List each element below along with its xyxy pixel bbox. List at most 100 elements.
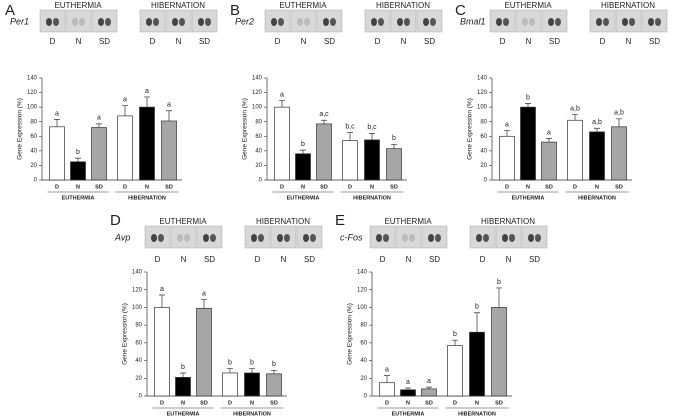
blot-spot [304, 18, 310, 26]
error-bar [180, 372, 186, 378]
significance-label: b [272, 361, 276, 368]
bar [222, 372, 238, 397]
blot-frame [489, 9, 516, 33]
blot-spot [496, 18, 502, 26]
blot-label: N [76, 37, 82, 46]
x-tick-label: SD [545, 184, 553, 190]
blot-frame [264, 9, 291, 33]
error-bar [616, 118, 622, 127]
x-tick-label: N [76, 184, 80, 190]
blot-spot [383, 234, 389, 242]
blot-label: N [176, 37, 182, 46]
error-bar [594, 127, 600, 132]
group-label: EUTHERMIA [167, 411, 200, 417]
bar [196, 307, 212, 397]
blot-frame [244, 225, 271, 249]
error-bar [384, 375, 390, 383]
blot-spot [603, 18, 609, 26]
blot-frame [469, 225, 496, 249]
error-bar [405, 387, 411, 390]
bar [70, 161, 86, 181]
significance-label: b [453, 331, 457, 338]
error-bar [321, 119, 327, 124]
bar [447, 345, 463, 397]
x-tick-label: SD [95, 184, 103, 190]
blot-label: D [50, 37, 56, 46]
panel-letter: E [335, 212, 345, 229]
y-tick-label: 80 [480, 119, 487, 125]
panel-letter: B [230, 2, 240, 19]
blot-spot [402, 234, 408, 242]
significance-label: a [505, 121, 509, 128]
blot-spot [105, 18, 111, 26]
significance-label: a [280, 91, 284, 98]
blot-spot [376, 234, 382, 242]
blot-label: N [526, 37, 532, 46]
y-tick-label: 20 [255, 163, 262, 169]
blot-label: N [181, 255, 187, 264]
y-tick-label: 140 [252, 76, 263, 82]
bar [154, 307, 170, 397]
error-bar [249, 368, 255, 373]
y-tick-label: 140 [132, 270, 143, 276]
error-bar [452, 339, 458, 346]
significance-label: b [228, 359, 232, 366]
significance-label: a [547, 129, 551, 136]
significance-label: b [181, 364, 185, 371]
significance-label: a [167, 102, 171, 109]
group-label: HIBERNATION [128, 195, 166, 201]
y-tick-label: 120 [132, 287, 143, 293]
x-tick-label: N [406, 400, 410, 406]
error-bar [546, 138, 552, 143]
y-tick-label: 0 [34, 178, 38, 184]
significance-label: a [160, 286, 164, 293]
blot-frame [416, 9, 443, 33]
panel-letter: D [110, 212, 121, 229]
y-tick-label: 20 [30, 163, 37, 169]
blot-spot [428, 234, 434, 242]
gene-name: Per1 [10, 16, 29, 26]
bar [379, 382, 395, 397]
blot-label: N [506, 255, 512, 264]
error-bar [159, 294, 165, 308]
blot-frame [641, 9, 668, 33]
blot-header: EUTHERMIA [504, 1, 552, 10]
error-bar [166, 110, 172, 121]
error-bar [279, 100, 285, 108]
blot-spot [258, 234, 264, 242]
blot-header: HIBERNATION [256, 217, 310, 226]
blot-label: D [375, 37, 381, 46]
y-tick-label: 0 [364, 394, 368, 400]
y-tick-label: 140 [27, 76, 38, 82]
y-tick-label: 0 [259, 178, 263, 184]
error-bar [227, 368, 233, 373]
blot-spot [503, 18, 509, 26]
blot-spot [278, 18, 284, 26]
blot-frame [421, 225, 448, 249]
error-bar [54, 119, 60, 127]
y-tick-label: 40 [30, 148, 37, 154]
y-tick-label: 100 [357, 305, 368, 311]
significance-label: a,c [319, 111, 329, 118]
blot-spot [548, 18, 554, 26]
y-axis-label: Gene Expression (%) [17, 98, 24, 160]
x-tick-label: D [505, 184, 509, 190]
y-tick-label: 40 [135, 358, 142, 364]
blot-frame [541, 9, 568, 33]
significance-label: a [123, 97, 127, 104]
y-axis-label: Gene Expression (%) [467, 98, 474, 160]
blot-frame [65, 9, 92, 33]
y-tick-label: 20 [480, 163, 487, 169]
y-tick-label: 60 [30, 134, 37, 140]
error-bar [75, 157, 81, 162]
x-tick-label: N [475, 400, 479, 406]
group-label: EUTHERMIA [392, 411, 425, 417]
blot-header: HIBERNATION [151, 1, 205, 10]
y-tick-label: 80 [255, 119, 262, 125]
x-tick-label: D [228, 400, 232, 406]
blot-spot [184, 234, 190, 242]
blot-frame [91, 9, 118, 33]
blot-frame [290, 9, 317, 33]
y-tick-label: 100 [132, 305, 143, 311]
